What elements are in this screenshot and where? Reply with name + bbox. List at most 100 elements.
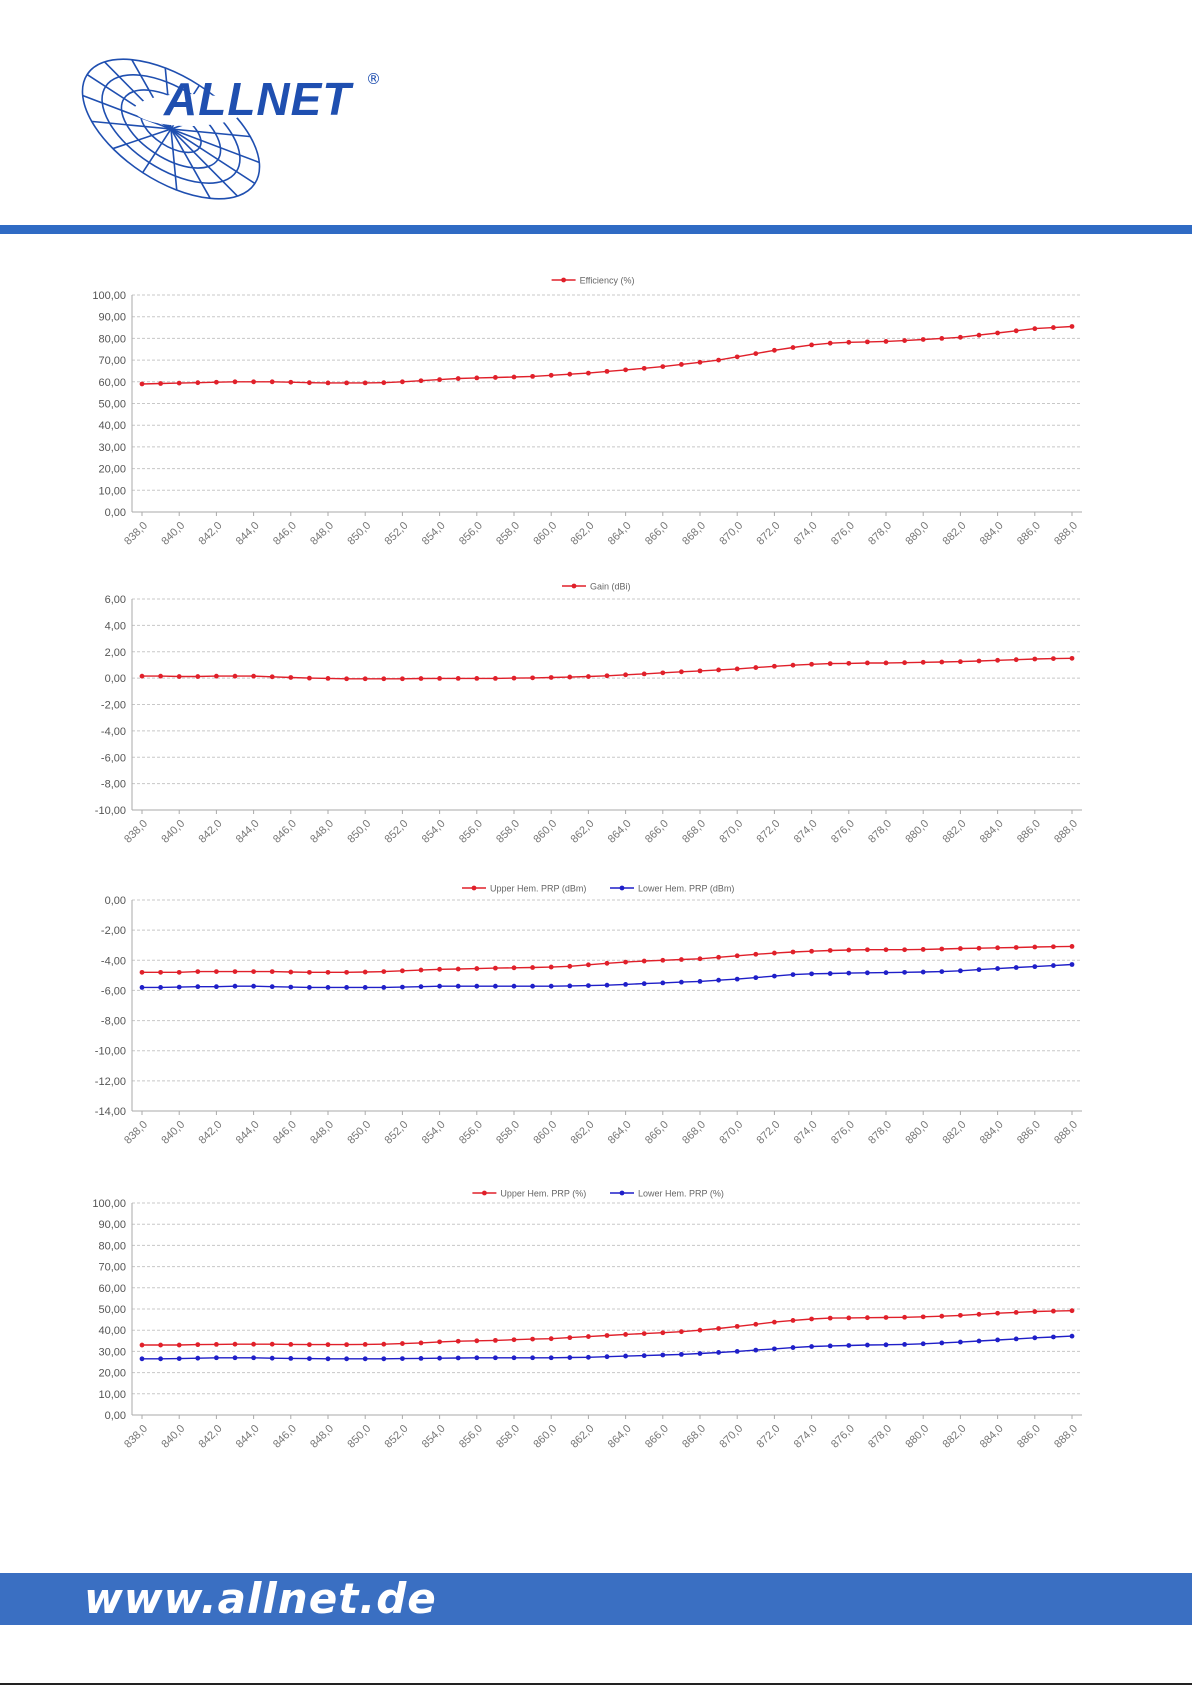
data-point bbox=[362, 1342, 368, 1347]
data-point bbox=[920, 337, 926, 342]
data-point bbox=[809, 661, 814, 667]
data-point bbox=[195, 380, 201, 386]
x-tick-label: 838,0 bbox=[122, 818, 150, 846]
x-tick-label: 878,0 bbox=[866, 1119, 894, 1147]
footer-website-link[interactable]: www.allnet.de bbox=[84, 1574, 437, 1623]
y-tick-label: 0,00 bbox=[105, 507, 126, 519]
data-point bbox=[1032, 656, 1038, 662]
data-point bbox=[530, 965, 535, 970]
data-point bbox=[995, 966, 1000, 971]
data-point bbox=[1032, 944, 1038, 950]
x-tick-label: 842,0 bbox=[197, 818, 225, 846]
data-point bbox=[139, 673, 145, 679]
data-point bbox=[530, 1336, 535, 1342]
x-tick-label: 888,0 bbox=[1052, 520, 1080, 548]
prp-percent-chart-svg: 100,00 90,00 80,00 70,00 60,00 50,00 40,00 30,0… bbox=[92, 1189, 1082, 1451]
data-point bbox=[158, 1356, 163, 1362]
data-point bbox=[362, 1356, 368, 1362]
data-point bbox=[400, 984, 405, 990]
x-tick-label: 884,0 bbox=[978, 520, 1006, 548]
x-tick-label: 848,0 bbox=[308, 520, 336, 548]
data-point bbox=[939, 969, 945, 974]
y-tick-label: -2,00 bbox=[101, 925, 126, 937]
data-point bbox=[772, 950, 777, 956]
y-tick-label: 30,00 bbox=[98, 442, 126, 454]
data-point bbox=[1013, 1336, 1019, 1342]
data-point bbox=[865, 970, 870, 976]
x-tick-label: 856,0 bbox=[457, 520, 485, 548]
data-point bbox=[1013, 328, 1019, 334]
y-tick-label: -2,00 bbox=[101, 700, 126, 712]
data-point bbox=[437, 966, 442, 972]
header-divider-bar bbox=[0, 225, 1192, 234]
data-point bbox=[1069, 944, 1075, 949]
data-point bbox=[325, 1356, 331, 1362]
data-point bbox=[772, 1319, 777, 1325]
data-point bbox=[474, 1338, 480, 1344]
data-point bbox=[176, 1342, 182, 1348]
data-point bbox=[958, 334, 963, 340]
data-point bbox=[809, 948, 814, 954]
y-tick-label: 90,00 bbox=[98, 1219, 126, 1231]
data-point bbox=[567, 983, 573, 989]
x-tick-label: 860,0 bbox=[531, 1423, 559, 1451]
data-point bbox=[734, 354, 740, 360]
data-point bbox=[344, 969, 349, 975]
x-tick-label: 844,0 bbox=[234, 520, 262, 548]
y-tick-label: -8,00 bbox=[101, 779, 126, 791]
legend-swatch-marker bbox=[482, 1190, 487, 1196]
y-tick-label: -4,00 bbox=[101, 955, 126, 967]
data-point bbox=[1013, 945, 1019, 950]
x-tick-label: 862,0 bbox=[569, 520, 597, 548]
data-point bbox=[176, 969, 182, 975]
data-point bbox=[474, 983, 480, 989]
data-point bbox=[734, 1323, 740, 1329]
data-point bbox=[530, 675, 535, 681]
data-point bbox=[269, 379, 275, 385]
data-point bbox=[883, 1315, 889, 1320]
data-point bbox=[623, 1353, 628, 1359]
data-point bbox=[251, 1341, 256, 1347]
data-point bbox=[641, 981, 647, 987]
x-tick-label: 840,0 bbox=[159, 1119, 187, 1147]
legend-label: Lower Hem. PRP (dBm) bbox=[638, 884, 734, 894]
data-point bbox=[623, 959, 628, 965]
data-point bbox=[307, 380, 312, 386]
x-tick-label: 842,0 bbox=[197, 520, 225, 548]
y-tick-label: 80,00 bbox=[98, 1240, 126, 1252]
data-point bbox=[865, 947, 870, 953]
data-point bbox=[660, 957, 666, 963]
data-point bbox=[288, 379, 294, 385]
data-point bbox=[586, 370, 591, 376]
x-tick-label: 846,0 bbox=[271, 818, 299, 846]
data-point bbox=[214, 984, 219, 990]
data-point bbox=[548, 372, 554, 378]
data-point bbox=[511, 1337, 517, 1343]
x-tick-label: 854,0 bbox=[420, 520, 448, 548]
prp-dbm-chart-svg: 0,00 -2,00 -4,00 -6,00 -8,00 -10,00 -12,00 -14,… bbox=[95, 884, 1082, 1147]
data-point bbox=[381, 985, 387, 990]
data-point bbox=[641, 1331, 647, 1336]
data-point bbox=[232, 379, 238, 385]
data-point bbox=[437, 983, 442, 989]
data-point bbox=[567, 1355, 573, 1360]
x-tick-label: 838,0 bbox=[122, 520, 150, 548]
data-point bbox=[455, 376, 461, 381]
data-point bbox=[790, 972, 796, 978]
y-tick-label: 50,00 bbox=[98, 399, 126, 411]
registered-mark: ® bbox=[366, 70, 381, 88]
x-tick-label: 856,0 bbox=[457, 1423, 485, 1451]
data-point bbox=[1051, 1308, 1056, 1314]
y-tick-label: -12,00 bbox=[95, 1076, 126, 1088]
y-tick-label: 40,00 bbox=[98, 420, 126, 432]
data-point bbox=[641, 365, 647, 371]
data-point bbox=[474, 675, 480, 681]
y-tick-label: 20,00 bbox=[98, 1368, 126, 1380]
data-point bbox=[511, 675, 517, 681]
data-point bbox=[883, 1342, 889, 1348]
y-tick-label: 30,00 bbox=[98, 1346, 126, 1358]
data-point bbox=[772, 347, 777, 353]
data-point bbox=[288, 1355, 294, 1361]
data-point bbox=[1051, 963, 1056, 968]
data-point bbox=[288, 1342, 294, 1347]
